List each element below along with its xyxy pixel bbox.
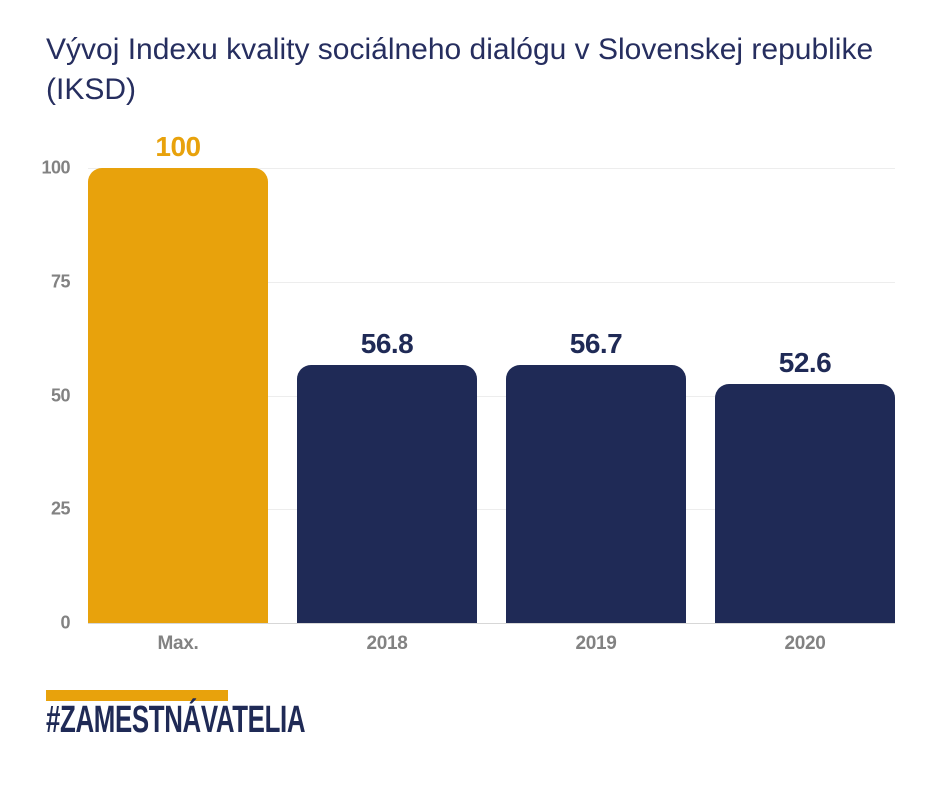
bar-value-label: 56.8 bbox=[360, 328, 414, 359]
y-tick-label-25: 25 bbox=[50, 498, 71, 519]
x-tick-label: 2020 bbox=[784, 633, 826, 654]
brand-hashtag: #ZAMESTNÁVATELIA bbox=[46, 699, 306, 741]
bar bbox=[88, 168, 268, 623]
bar-value-label: 52.6 bbox=[778, 347, 832, 378]
x-tick-label: 2019 bbox=[575, 633, 617, 654]
bar bbox=[715, 384, 895, 623]
bar-group-max: 100 bbox=[88, 133, 268, 623]
bar-group-2018: 56.8 bbox=[297, 168, 477, 623]
plot-area: 100 56.8 56.7 52.6 bbox=[88, 133, 895, 624]
x-tick-label: 2018 bbox=[366, 633, 408, 654]
x-axis: Max. 2018 2019 2020 bbox=[88, 633, 895, 663]
gridline-100 bbox=[88, 168, 895, 169]
accent-rule bbox=[46, 690, 228, 701]
y-tick-label-100: 100 bbox=[41, 157, 70, 178]
y-tick-label-75: 75 bbox=[50, 271, 71, 292]
bar-group-2020: 52.6 bbox=[715, 168, 895, 623]
gridline-0 bbox=[88, 623, 895, 624]
y-tick-label-0: 0 bbox=[60, 612, 70, 633]
chart-title: Vývoj Indexu kvality sociálneho dialógu … bbox=[46, 33, 874, 106]
bar-group-2019: 56.7 bbox=[506, 168, 686, 623]
gridline-75 bbox=[88, 281, 895, 283]
bar-value-label: 56.7 bbox=[569, 328, 623, 359]
gridline-25 bbox=[88, 509, 895, 511]
y-tick-label-50: 50 bbox=[50, 385, 71, 405]
bar bbox=[297, 365, 477, 623]
bar bbox=[506, 365, 686, 623]
y-axis: 0 25 50 75 100 bbox=[0, 158, 78, 633]
bar-value-label: 100 bbox=[155, 131, 201, 162]
x-tick-label: Max. bbox=[157, 633, 199, 654]
gridline-50 bbox=[88, 395, 895, 397]
